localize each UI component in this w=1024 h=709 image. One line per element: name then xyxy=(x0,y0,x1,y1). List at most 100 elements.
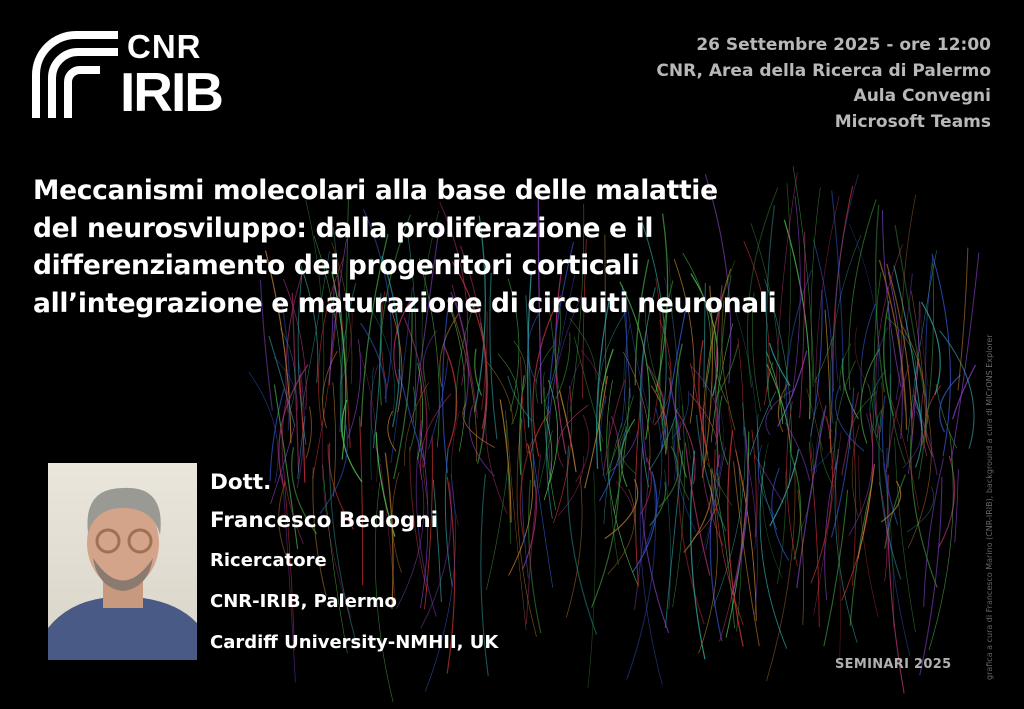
neuron-fiber xyxy=(598,313,626,407)
neuron-fiber xyxy=(542,372,549,413)
seminar-title: Meccanismi molecolari alla base delle ma… xyxy=(33,172,777,322)
neuron-fiber xyxy=(546,294,559,389)
neuron-fiber xyxy=(664,276,680,481)
neuron-fiber xyxy=(347,339,361,439)
neuron-fiber xyxy=(298,375,306,483)
neuron-fiber xyxy=(497,353,519,425)
neuron-fiber xyxy=(331,271,347,460)
neuron-fiber xyxy=(756,413,778,531)
neuron-fiber xyxy=(784,422,811,482)
neuron-fiber xyxy=(372,293,382,449)
neuron-fiber xyxy=(672,405,685,608)
neuron-fiber xyxy=(332,382,336,497)
neuron-fiber xyxy=(749,391,777,456)
neuron-fiber xyxy=(632,471,658,573)
neuron-fiber xyxy=(713,335,729,404)
neuron-fiber xyxy=(919,476,943,676)
neuron-fiber xyxy=(640,446,670,634)
neuron-fiber xyxy=(374,482,394,703)
neuron-fiber xyxy=(575,414,590,483)
neuron-fiber xyxy=(428,357,449,449)
neuron-fiber xyxy=(808,441,820,628)
neuron-fiber xyxy=(543,417,553,501)
event-online: Microsoft Teams xyxy=(834,111,991,132)
speaker-affiliation: CNR-IRIB, Palermo xyxy=(210,591,397,612)
neuron-fiber xyxy=(701,285,714,478)
neuron-fiber xyxy=(626,474,657,680)
speaker-name: Francesco Bedogni xyxy=(210,508,439,533)
neuron-fiber xyxy=(813,335,834,383)
neuron-fiber xyxy=(273,384,299,550)
neuron-fiber xyxy=(259,279,273,411)
neuron-fiber xyxy=(613,387,631,513)
neuron-fiber xyxy=(569,203,585,413)
neuron-fiber xyxy=(545,274,576,456)
neuron-fiber xyxy=(535,344,555,404)
neuron-fiber xyxy=(481,311,488,411)
neuron-fiber xyxy=(661,300,688,450)
speaker-info: Dott. Francesco Bedogni Ricercatore CNR-… xyxy=(210,464,498,663)
neuron-fiber xyxy=(698,340,709,455)
neuron-fiber xyxy=(639,483,663,685)
neuron-fiber xyxy=(528,479,542,634)
neuron-fiber xyxy=(860,303,876,398)
neuron-fiber xyxy=(718,395,729,466)
neuron-fiber xyxy=(658,446,679,508)
neuron-fiber xyxy=(776,471,787,584)
neuron-fiber xyxy=(765,205,775,392)
neuron-fiber xyxy=(819,409,835,488)
neuron-fiber xyxy=(566,445,598,635)
neuron-fiber xyxy=(910,434,938,588)
neuron-fiber xyxy=(880,382,883,433)
neuron-fiber xyxy=(766,363,792,452)
neuron-fiber xyxy=(580,349,606,404)
neuron-fiber xyxy=(792,166,815,381)
neuron-fiber xyxy=(878,409,902,580)
neuron-fiber xyxy=(692,472,721,540)
neuron-fiber xyxy=(886,447,911,656)
neuron-fiber xyxy=(928,431,954,651)
speaker-affiliation: Cardiff University-NMHII, UK xyxy=(210,632,499,653)
neuron-fiber xyxy=(639,287,656,488)
neuron-fiber xyxy=(359,416,364,586)
neuron-fiber xyxy=(439,202,468,386)
title-line: all’integrazione e maturazione di circui… xyxy=(33,287,777,319)
neuron-fiber xyxy=(797,489,804,625)
neuron-fiber xyxy=(619,429,637,475)
neuron-fiber xyxy=(659,280,674,451)
neuron-fiber xyxy=(455,298,477,420)
neuron-fiber xyxy=(442,344,458,448)
neuron-fiber xyxy=(532,453,554,588)
neuron-fiber xyxy=(889,374,906,464)
neuron-fiber xyxy=(789,450,802,560)
neuron-fiber xyxy=(639,457,652,515)
neuron-fiber xyxy=(507,278,520,412)
neuron-fiber xyxy=(698,484,718,654)
neuron-fiber xyxy=(557,405,589,468)
neuron-fiber xyxy=(269,389,285,482)
neuron-fiber xyxy=(474,348,483,396)
neuron-fiber xyxy=(716,274,732,487)
neuron-fiber xyxy=(633,455,651,610)
neuron-fiber xyxy=(882,462,894,628)
neuron-fiber xyxy=(328,239,347,383)
neuron-fiber xyxy=(421,210,440,411)
neuron-fiber xyxy=(911,358,920,419)
neuron-fiber xyxy=(543,387,557,511)
neuron-fiber xyxy=(446,476,456,674)
neuron-fiber xyxy=(360,322,387,403)
neuron-fiber xyxy=(485,401,508,515)
neuron-fiber xyxy=(619,281,650,440)
neuron-fiber xyxy=(824,309,832,453)
neuron-fiber xyxy=(425,473,456,692)
neuron-fiber xyxy=(587,471,596,689)
neuron-fiber xyxy=(875,244,903,440)
neuron-fiber xyxy=(566,360,581,447)
title-line: differenziamento dei progenitori cortica… xyxy=(33,250,640,281)
neuron-fiber xyxy=(280,298,291,431)
neuron-fiber xyxy=(459,245,487,442)
neuron-fiber xyxy=(813,431,842,615)
neuron-fiber xyxy=(810,187,821,388)
neuron-fiber xyxy=(312,287,340,479)
neuron-fiber xyxy=(339,311,353,386)
